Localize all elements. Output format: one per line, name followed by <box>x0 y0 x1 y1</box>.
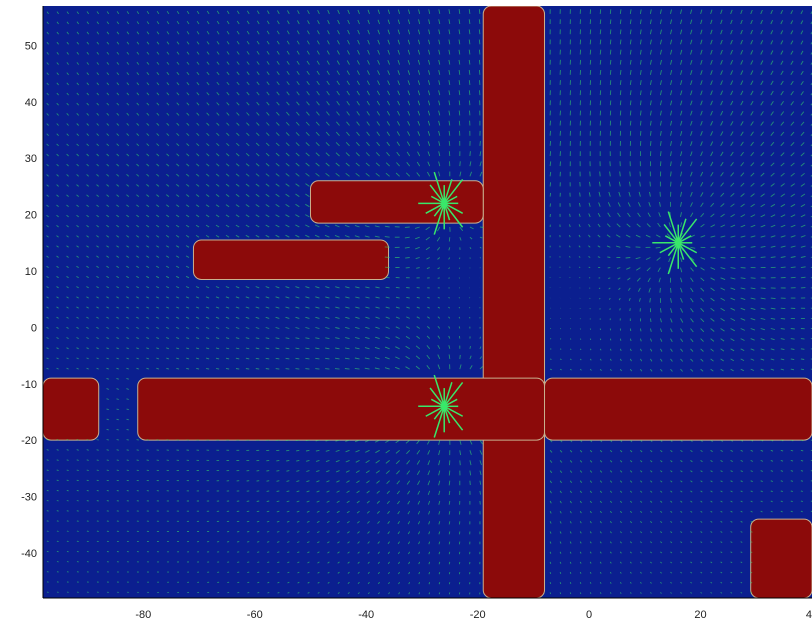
plot-background <box>43 6 812 598</box>
x-tick-label: -80 <box>135 609 151 621</box>
y-tick-label: 50 <box>25 40 37 52</box>
field-feature-gap-lower <box>418 374 464 438</box>
x-tick-label: -60 <box>247 609 263 621</box>
field-feature-gap-upper <box>418 171 464 235</box>
y-tick-label: 30 <box>25 153 37 165</box>
x-tick-label: 0 <box>586 609 592 621</box>
y-tick-label: -40 <box>21 548 37 560</box>
y-tick-label: -30 <box>21 492 37 504</box>
obstacle-lower-left-segment <box>43 377 100 441</box>
vector-layer <box>46 9 812 595</box>
obstacle-lower-right-bar <box>544 377 812 441</box>
x-tick-label: 20 <box>694 609 706 621</box>
x-tick-label: 40 <box>806 609 812 621</box>
x-tick-label: -20 <box>470 609 486 621</box>
obstacle-lower-middle-bar <box>137 377 546 441</box>
obstacle-middle-bar <box>192 239 389 280</box>
plot-area <box>43 6 812 598</box>
obstacle-vertical-wall <box>482 6 546 598</box>
y-tick-label: 10 <box>25 266 37 278</box>
axes: -80 -60 -40 -20 0 20 40 -40 -30 -20 -10 0 10 20 30 40 50 <box>21 6 812 621</box>
y-tick-label: 40 <box>25 97 37 109</box>
x-tick-label: -40 <box>358 609 374 621</box>
y-tick-label: -20 <box>21 435 37 447</box>
y-tick-label: 0 <box>31 322 37 334</box>
obstacle-corner-block <box>750 518 812 598</box>
field-feature-source-right <box>652 211 698 275</box>
y-tick-label: 20 <box>25 210 37 222</box>
vector-arrows <box>46 9 812 595</box>
y-tick-label: -10 <box>21 379 37 391</box>
